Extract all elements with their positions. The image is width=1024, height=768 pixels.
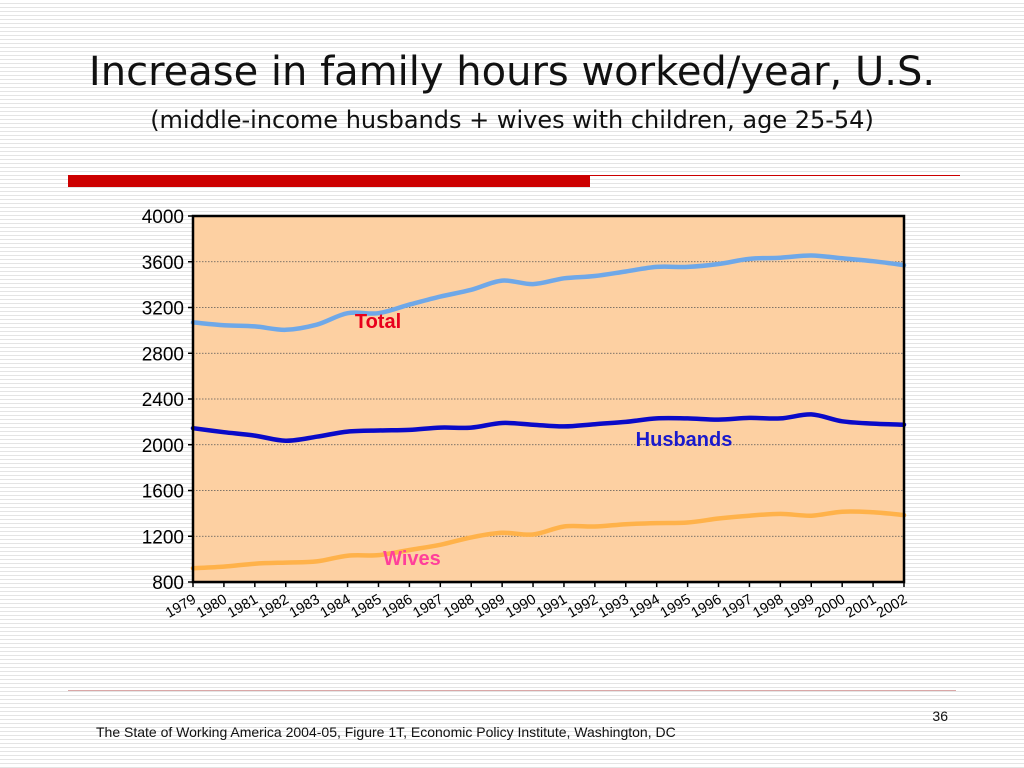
x-tick-label: 1994	[627, 592, 663, 622]
x-tick-label: 1999	[781, 592, 817, 622]
x-tick-label: 1982	[256, 592, 292, 622]
x-axis: 1979198019811982198319841985198619871988…	[163, 582, 910, 622]
slide-subtitle: (middle-income husbands + wives with chi…	[150, 106, 874, 134]
y-tick-label: 1200	[142, 527, 184, 548]
x-tick-label: 1997	[719, 592, 755, 622]
x-tick-label: 2002	[874, 592, 910, 622]
x-tick-label: 1998	[750, 592, 786, 622]
x-tick-label: 1980	[194, 592, 230, 622]
page-number: 36	[932, 708, 948, 724]
x-tick-label: 1996	[689, 592, 725, 622]
slide-title: Increase in family hours worked/year, U.…	[88, 49, 936, 95]
x-tick-label: 2000	[812, 592, 848, 622]
x-tick-label: 1984	[318, 592, 354, 622]
source-citation: The State of Working America 2004-05, Fi…	[96, 724, 676, 740]
y-axis: 800 1200 1600 2000 2400 2800 3200 3600 4000	[142, 207, 193, 594]
y-tick-label: 4000	[142, 207, 184, 228]
y-tick-label: 1600	[142, 482, 184, 503]
y-tick-label: 3200	[142, 299, 184, 320]
y-tick-label: 800	[152, 573, 184, 594]
x-tick-label: 1993	[596, 592, 632, 622]
title-divider	[590, 175, 960, 176]
gridlines	[193, 261, 904, 537]
x-tick-label: 1988	[441, 592, 477, 622]
y-tick-label: 2000	[142, 436, 184, 457]
series-line-husbands	[190, 412, 907, 443]
series-label-husbands: Husbands	[636, 429, 733, 451]
x-tick-label: 1983	[287, 592, 323, 622]
x-tick-label: 1981	[225, 592, 261, 622]
series-line-wives	[190, 509, 907, 571]
accent-bar	[68, 175, 590, 187]
x-tick-label: 1990	[503, 592, 539, 622]
series-label-wives: Wives	[383, 548, 441, 570]
x-tick-label: 1986	[379, 592, 415, 622]
x-tick-label: 1995	[658, 592, 694, 622]
x-tick-label: 1991	[534, 592, 570, 622]
x-tick-label: 1989	[472, 592, 508, 622]
series-lines	[190, 253, 907, 571]
x-tick-label: 2001	[843, 592, 879, 622]
series-line-total	[190, 253, 907, 333]
x-tick-label: 1979	[163, 592, 199, 622]
y-tick-label: 2400	[142, 390, 184, 411]
y-tick-label: 3600	[142, 253, 184, 274]
x-tick-label: 1987	[410, 592, 446, 622]
x-tick-label: 1985	[349, 592, 385, 622]
footer-divider	[68, 690, 956, 691]
x-tick-label: 1992	[565, 592, 601, 622]
y-tick-label: 2800	[142, 344, 184, 365]
series-label-total: Total	[355, 311, 401, 333]
